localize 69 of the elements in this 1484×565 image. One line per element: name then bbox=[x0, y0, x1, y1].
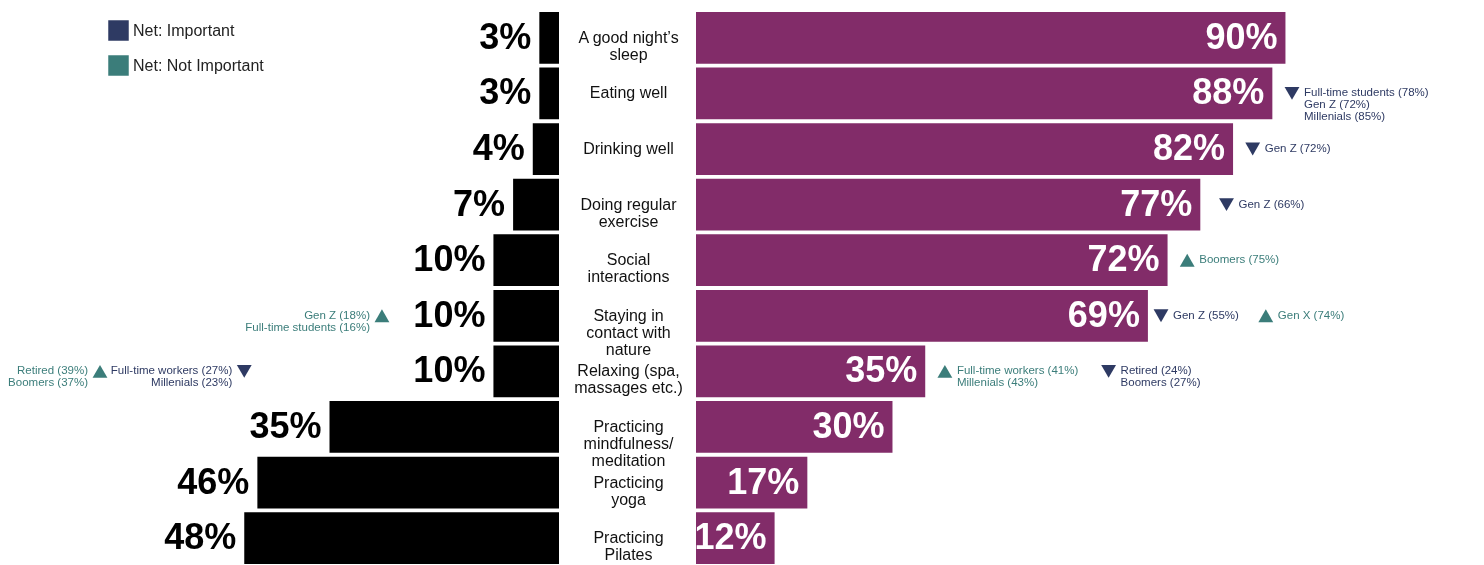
bar bbox=[696, 12, 1286, 64]
point bbox=[1101, 364, 1117, 378]
annotation: Full-time workers (27%) Millenials (23%) bbox=[110, 364, 233, 389]
annotation: Gen X (74%) bbox=[1277, 308, 1345, 321]
bar bbox=[696, 234, 1168, 287]
data-label: 4% bbox=[472, 127, 525, 169]
data-label: 48% bbox=[164, 516, 237, 558]
y-tick-label: Eating well bbox=[589, 84, 668, 102]
annotation: Retired (39%) Boomers (37%) bbox=[8, 364, 89, 389]
data-label: 88% bbox=[1192, 71, 1265, 113]
bar bbox=[696, 289, 1148, 342]
annotation: Retired (24%) Boomers (27%) bbox=[1120, 364, 1201, 389]
data-label: 72% bbox=[1087, 238, 1160, 280]
annotation: Gen Z (66%) bbox=[1238, 197, 1305, 210]
annotation: Full-time students (78%) Gen Z (72%) Millenials (85%) bbox=[1304, 86, 1429, 123]
y-tick-label: A good night’s sleep bbox=[578, 28, 679, 63]
data-label: 7% bbox=[453, 182, 506, 224]
bar bbox=[513, 178, 559, 231]
point bbox=[1258, 309, 1274, 323]
point bbox=[937, 364, 953, 378]
y-tick-label: Drinking well bbox=[583, 140, 674, 158]
point bbox=[1179, 253, 1195, 267]
data-label: 90% bbox=[1205, 15, 1278, 57]
data-label: 3% bbox=[479, 15, 532, 57]
data-label: 10% bbox=[413, 238, 486, 280]
bar bbox=[696, 345, 926, 398]
y-tick-label: Relaxing (spa, massages etc.) bbox=[574, 362, 683, 397]
data-label: 10% bbox=[413, 349, 486, 391]
data-label: 46% bbox=[177, 460, 250, 502]
data-label: 17% bbox=[727, 460, 800, 502]
bar bbox=[539, 67, 559, 120]
data-label: 82% bbox=[1152, 127, 1226, 169]
y-tick-label: Doing regular exercise bbox=[580, 195, 678, 230]
data-label: 3% bbox=[479, 71, 532, 113]
data-label: 30% bbox=[812, 404, 885, 446]
data-label: 69% bbox=[1067, 293, 1140, 335]
data-label: 10% bbox=[413, 293, 486, 335]
annotation: Full-time workers (41%) Millenials (43%) bbox=[956, 364, 1079, 389]
bar bbox=[329, 401, 559, 453]
y-tick-label: Practicing mindfulness/ meditation bbox=[583, 417, 674, 469]
bar bbox=[539, 12, 559, 64]
bar bbox=[493, 345, 559, 398]
bar bbox=[493, 234, 559, 287]
point bbox=[1245, 142, 1261, 156]
y-tick-label: Practicing yoga bbox=[593, 473, 664, 508]
legend-label: Net: Not Important bbox=[133, 56, 265, 74]
y-tick-label: Practicing Pilates bbox=[593, 529, 664, 564]
bar bbox=[696, 67, 1273, 120]
bar bbox=[493, 289, 559, 342]
bar bbox=[532, 123, 559, 175]
legend-label: Net: Important bbox=[133, 21, 235, 39]
point bbox=[1284, 87, 1300, 100]
y-tick-label: Social interactions bbox=[587, 251, 670, 286]
annotation: Boomers (75%) bbox=[1199, 253, 1280, 266]
bar bbox=[696, 123, 1234, 175]
point bbox=[1153, 309, 1169, 323]
point bbox=[1219, 198, 1234, 212]
annotation: Gen Z (72%) bbox=[1264, 142, 1331, 155]
bar bbox=[244, 512, 559, 564]
data-label: 12% bbox=[694, 516, 767, 558]
bar bbox=[696, 178, 1201, 231]
annotation: Gen Z (55%) bbox=[1173, 308, 1240, 321]
y-tick-label: Staying in contact with nature bbox=[586, 306, 671, 358]
bar bbox=[696, 401, 893, 453]
data-label: 77% bbox=[1120, 182, 1193, 224]
data-label: 35% bbox=[249, 404, 322, 446]
bar bbox=[257, 456, 559, 509]
annotation: Gen Z (18%) Full-time students (16%) bbox=[245, 308, 371, 333]
data-label: 35% bbox=[845, 349, 918, 391]
